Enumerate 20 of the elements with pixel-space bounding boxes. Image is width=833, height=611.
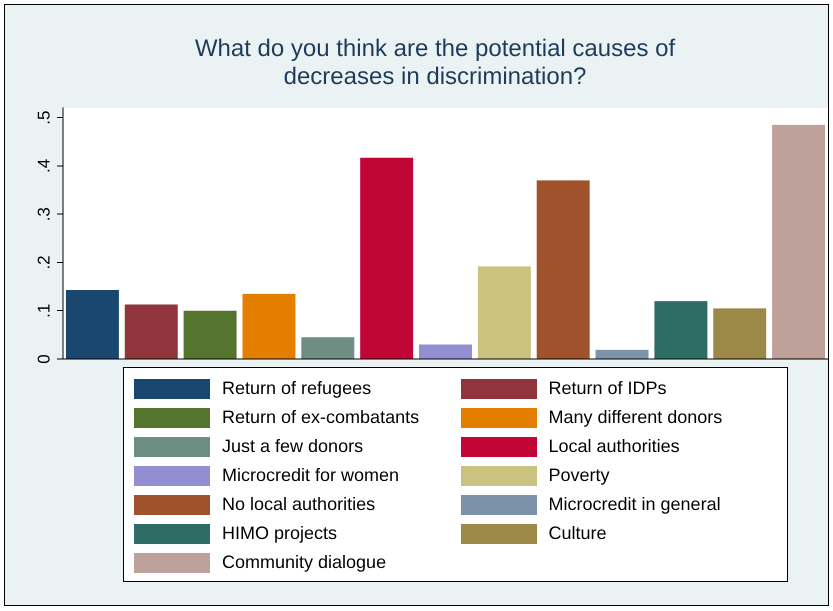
- legend-label: Many different donors: [548, 407, 722, 428]
- legend-label: HIMO projects: [222, 523, 338, 544]
- legend-label: Return of IDPs: [548, 378, 667, 399]
- legend-label: Local authorities: [548, 436, 680, 457]
- legend-label: Return of ex-combatants: [222, 407, 420, 428]
- y-tick-label: .1: [34, 304, 54, 318]
- legend-label: Community dialogue: [222, 552, 386, 573]
- y-tick-label: .2: [34, 255, 54, 270]
- legend-label: Return of refugees: [222, 378, 372, 399]
- y-tick-label: .5: [34, 110, 54, 125]
- legend-label: Culture: [548, 523, 607, 544]
- legend-label: No local authorities: [222, 494, 376, 515]
- y-tick-label: .4: [34, 158, 54, 174]
- y-tick-label: 0: [34, 354, 54, 364]
- y-tick-label: .3: [34, 207, 54, 222]
- chart-title: What do you think are the potential causes of decreases in discrimination?: [194, 35, 676, 91]
- legend-label: Just a few donors: [222, 436, 364, 457]
- legend-label: Microcredit in general: [548, 494, 721, 515]
- legend-label: Poverty: [548, 465, 610, 486]
- legend-label: Microcredit for women: [222, 465, 400, 486]
